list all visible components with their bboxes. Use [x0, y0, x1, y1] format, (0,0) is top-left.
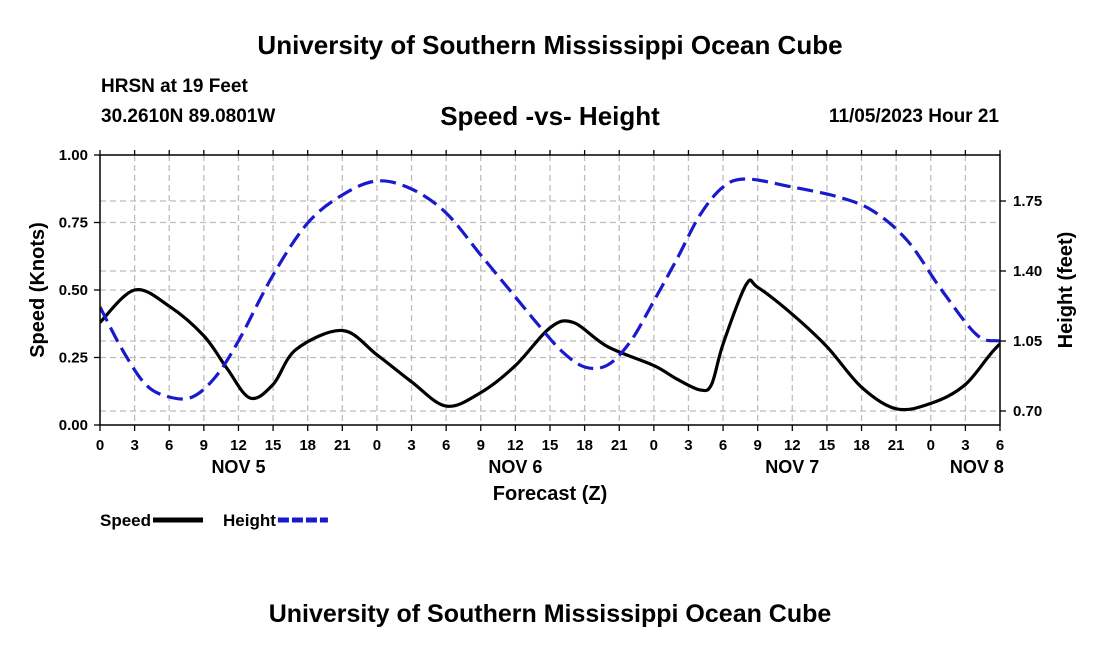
x-tick-label: 15 — [819, 437, 836, 454]
y2-tick-label: 0.70 — [1013, 403, 1042, 420]
coordinates-label: 30.2610N 89.0801W — [101, 106, 276, 127]
series-group — [100, 177, 1000, 412]
x-tick-label: 18 — [853, 437, 870, 454]
x-tick-label: 21 — [611, 437, 628, 454]
y-axis-right: 0.70 1.05 1.40 1.75 — [1000, 193, 1042, 420]
y-tick-label: 1.00 — [59, 147, 88, 164]
y-tick-label: 0.50 — [59, 282, 88, 299]
series-line-speed — [100, 278, 1000, 412]
y-axis-title: Speed (Knots) — [27, 222, 49, 358]
x-tick-label: 12 — [784, 437, 801, 454]
y-tick-label: 0.00 — [59, 417, 88, 434]
grid-lines — [100, 155, 1000, 425]
x-tick-label: 18 — [576, 437, 593, 454]
x-tick-label: 6 — [719, 437, 727, 454]
bottom-title: University of Southern Mississippi Ocean… — [268, 600, 832, 628]
y-tick-label: 0.75 — [59, 215, 88, 232]
y-axis-left: 0.00 0.25 0.50 0.75 1.00 — [59, 147, 100, 434]
x-tick-label: 3 — [961, 437, 969, 454]
x-tick-label: 9 — [200, 437, 208, 454]
x-tick-label: 0 — [373, 437, 381, 454]
x-tick-label: 9 — [754, 437, 762, 454]
x-tick-label: 3 — [130, 437, 138, 454]
x-tick-label: 0 — [927, 437, 935, 454]
x-tick-label: 12 — [230, 437, 247, 454]
x-tick-label: 15 — [542, 437, 559, 454]
x-day-label: NOV 8 — [950, 457, 1004, 477]
x-tick-label: 6 — [442, 437, 450, 454]
x-tick-label: 9 — [477, 437, 485, 454]
legend-label-height: Height — [223, 511, 276, 530]
x-tick-label: 3 — [684, 437, 692, 454]
x-day-label: NOV 7 — [765, 457, 819, 477]
plot-frame — [99, 154, 1001, 426]
x-day-label: NOV 6 — [488, 457, 542, 477]
series-line-height — [100, 177, 1000, 401]
x-tick-label: 3 — [407, 437, 415, 454]
y-tick-label: 0.25 — [59, 350, 88, 367]
chart-title: Speed -vs- Height — [440, 101, 660, 131]
x-tick-label: 21 — [334, 437, 351, 454]
x-tick-label: 15 — [265, 437, 282, 454]
y2-tick-label: 1.75 — [1013, 193, 1042, 210]
legend: Speed Height — [100, 511, 328, 530]
x-tick-label: 6 — [996, 437, 1004, 454]
x-tick-label: 6 — [165, 437, 173, 454]
x-tick-label: 0 — [96, 437, 104, 454]
y2-axis-title: Height (feet) — [1055, 232, 1077, 349]
x-tick-label: 0 — [650, 437, 658, 454]
x-tick-label: 18 — [299, 437, 316, 454]
legend-label-speed: Speed — [100, 511, 151, 530]
x-tick-label: 12 — [507, 437, 524, 454]
top-title: University of Southern Mississippi Ocean… — [257, 30, 843, 60]
datetime-label: 11/05/2023 Hour 21 — [828, 106, 999, 127]
x-axis: 0 3 6 9 12 15 18 21 0 3 6 9 12 15 18 21 0 3 6 9 12 15 18 21 0 3 6 N… — [96, 150, 1004, 477]
x-axis-title: Forecast (Z) — [493, 483, 607, 505]
station-label: HRSN at 19 Feet — [101, 76, 248, 97]
x-tick-label: 21 — [888, 437, 905, 454]
y2-tick-label: 1.40 — [1013, 263, 1042, 280]
x-day-label: NOV 5 — [211, 457, 265, 477]
y2-tick-label: 1.05 — [1013, 333, 1042, 350]
